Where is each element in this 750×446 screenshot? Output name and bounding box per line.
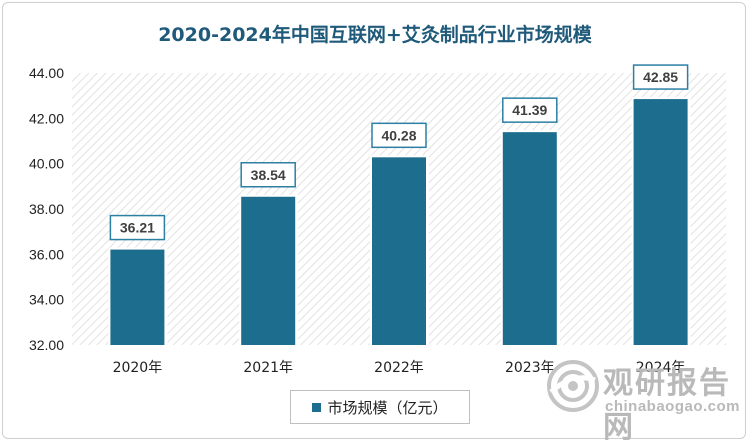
y-tick-label: 34.00	[29, 292, 64, 308]
bar	[633, 99, 688, 345]
y-tick-label: 42.00	[29, 110, 64, 126]
x-tick-label: 2021年	[243, 360, 293, 376]
data-label-box	[502, 97, 558, 123]
y-tick-label: 32.00	[29, 337, 64, 353]
data-label: 42.85	[643, 69, 678, 85]
bar	[110, 249, 165, 345]
data-label: 38.54	[251, 167, 286, 183]
legend-label: 市场规模（亿元）	[327, 398, 448, 417]
data-label-box	[109, 214, 166, 241]
x-tick-label: 2022年	[374, 360, 424, 376]
brand-logo-icon	[547, 360, 599, 412]
data-label-box	[632, 64, 689, 90]
y-tick-label: 44.00	[29, 65, 64, 81]
watermark: 观研报告网 chinabaogao.com	[545, 358, 745, 445]
x-tick-label: 2024年	[636, 360, 686, 376]
bar	[372, 157, 426, 345]
brand-name-cn: 观研报告网	[603, 366, 731, 445]
data-label: 36.21	[120, 220, 155, 236]
bar	[241, 196, 296, 345]
bar	[502, 132, 557, 345]
data-label: 41.39	[512, 102, 547, 118]
y-tick-label: 38.00	[29, 201, 64, 217]
data-label: 40.28	[381, 127, 416, 143]
legend: 市场规模（亿元）	[290, 390, 470, 424]
chart-title: 2020-2024年中国互联网+艾灸制品行业市场规模	[158, 24, 592, 46]
y-tick-label: 40.00	[29, 156, 64, 172]
data-label-box	[240, 162, 296, 188]
legend-swatch	[312, 402, 322, 412]
data-label-box	[371, 122, 427, 149]
brand-name-en: chinabaogao.com	[605, 398, 741, 415]
y-tick-label: 36.00	[29, 246, 64, 262]
x-tick-label: 2020年	[113, 360, 163, 376]
x-tick-label: 2023年	[505, 360, 555, 376]
